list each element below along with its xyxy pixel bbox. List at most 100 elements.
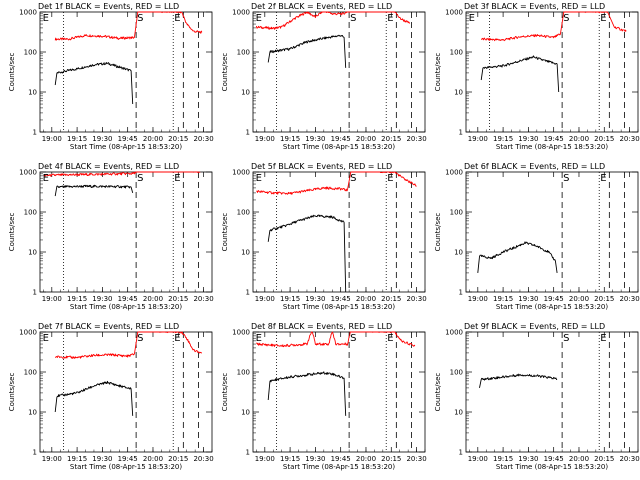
x-tick-label: 20:00 <box>356 135 376 143</box>
plot-frame <box>39 11 213 133</box>
chart-panel-8: Det 8f BLACK = Events, RED = LLD 1 10 100 10… <box>221 322 427 471</box>
event-marker-s: S <box>563 333 569 344</box>
x-tick-label: 19:45 <box>331 455 351 463</box>
x-tick-label: 20:00 <box>143 295 163 303</box>
y-tick-label: 10 <box>241 249 250 257</box>
y-tick-label: 1 <box>246 289 250 297</box>
x-axis-label: Start Time (08-Apr-15 18:53:20) <box>70 463 182 471</box>
y-tick-label: 1 <box>33 289 37 297</box>
x-axis-label: Start Time (08-Apr-15 18:53:20) <box>496 143 608 151</box>
event-marker-e: E <box>174 173 180 184</box>
event-marker-e: E <box>387 13 393 24</box>
panel-title: Det 3f BLACK = Events, RED = LLD <box>464 2 605 11</box>
y-axis-label: Counts/sec <box>8 373 16 412</box>
plot-frame <box>39 331 213 453</box>
event-marker-e: E <box>174 333 180 344</box>
event-marker-s: S <box>350 333 356 344</box>
lld-series-line <box>54 11 203 41</box>
y-tick-label: 1000 <box>445 9 463 17</box>
y-axis-label: Counts/sec <box>434 213 442 252</box>
x-tick-label: 19:00 <box>42 295 62 303</box>
x-tick-label: 20:15 <box>594 135 614 143</box>
y-tick-label: 1000 <box>232 329 250 337</box>
x-axis-label: Start Time (08-Apr-15 18:53:20) <box>70 303 182 311</box>
y-tick-label: 100 <box>24 209 37 217</box>
x-tick-label: 20:30 <box>619 295 639 303</box>
plot-frame <box>252 171 426 293</box>
x-tick-label: 19:45 <box>544 455 564 463</box>
x-tick-label: 19:45 <box>544 295 564 303</box>
y-tick-label: 1 <box>459 449 463 457</box>
event-marker-s: S <box>137 13 143 24</box>
panel-title: Det 8f BLACK = Events, RED = LLD <box>251 322 392 331</box>
panel-title: Det 1f BLACK = Events, RED = LLD <box>38 2 179 11</box>
y-tick-label: 10 <box>454 409 463 417</box>
x-tick-label: 19:15 <box>493 295 513 303</box>
x-tick-label: 20:00 <box>143 135 163 143</box>
x-tick-label: 19:00 <box>468 455 488 463</box>
x-tick-label: 19:00 <box>255 455 275 463</box>
x-tick-label: 19:15 <box>67 455 87 463</box>
x-tick-label: 20:30 <box>406 135 426 143</box>
y-tick-label: 1 <box>459 289 463 297</box>
y-axis-label: Counts/sec <box>8 213 16 252</box>
x-tick-label: 19:30 <box>92 455 112 463</box>
y-axis-label: Counts/sec <box>221 213 229 252</box>
event-marker-e: E <box>469 13 475 24</box>
events-series-line <box>267 34 347 68</box>
x-tick-label: 19:15 <box>280 295 300 303</box>
event-marker-e: E <box>256 333 262 344</box>
event-marker-e: E <box>256 173 262 184</box>
x-tick-label: 20:00 <box>143 455 163 463</box>
x-tick-label: 19:15 <box>280 135 300 143</box>
y-tick-label: 1000 <box>445 329 463 337</box>
x-tick-label: 19:30 <box>518 135 538 143</box>
y-tick-label: 10 <box>28 89 37 97</box>
event-marker-e: E <box>600 173 606 184</box>
x-tick-label: 19:00 <box>42 455 62 463</box>
x-tick-label: 19:15 <box>67 135 87 143</box>
y-axis-label: Counts/sec <box>221 373 229 412</box>
x-tick-label: 20:30 <box>619 455 639 463</box>
event-marker-e: E <box>43 333 49 344</box>
x-tick-label: 19:30 <box>518 295 538 303</box>
y-tick-label: 10 <box>454 249 463 257</box>
chart-panel-2: Det 2f BLACK = Events, RED = LLD 1 10 100 10… <box>221 2 427 151</box>
y-axis-label: Counts/sec <box>8 53 16 92</box>
x-axis-label: Start Time (08-Apr-15 18:53:20) <box>283 303 395 311</box>
plot-frame <box>465 11 639 133</box>
y-tick-label: 1000 <box>445 169 463 177</box>
events-series-line <box>54 184 134 197</box>
x-tick-label: 19:15 <box>493 135 513 143</box>
x-tick-label: 20:00 <box>569 455 589 463</box>
x-tick-label: 19:30 <box>305 455 325 463</box>
x-axis-label: Start Time (08-Apr-15 18:53:20) <box>70 143 182 151</box>
panel-title: Det 5f BLACK = Events, RED = LLD <box>251 162 392 171</box>
x-tick-label: 19:30 <box>518 455 538 463</box>
y-tick-label: 100 <box>237 209 250 217</box>
lld-series-line <box>256 171 417 195</box>
chart-panel-9: Det 9f BLACK = Events, RED = LLD 1 10 100 10… <box>434 322 640 471</box>
x-axis-label: Start Time (08-Apr-15 18:53:20) <box>496 463 608 471</box>
events-series-line <box>479 373 558 388</box>
x-tick-label: 20:00 <box>356 295 376 303</box>
y-tick-label: 1000 <box>19 9 37 17</box>
x-tick-label: 20:30 <box>193 455 213 463</box>
x-tick-label: 20:15 <box>381 295 401 303</box>
x-tick-label: 19:15 <box>280 455 300 463</box>
y-tick-label: 1 <box>246 129 250 137</box>
x-tick-label: 19:00 <box>468 135 488 143</box>
y-tick-label: 1 <box>459 129 463 137</box>
y-tick-label: 1000 <box>19 169 37 177</box>
panel-title: Det 9f BLACK = Events, RED = LLD <box>464 322 605 331</box>
x-tick-label: 19:00 <box>255 295 275 303</box>
panel-title: Det 2f BLACK = Events, RED = LLD <box>251 2 392 11</box>
x-tick-label: 20:30 <box>193 135 213 143</box>
x-tick-label: 20:15 <box>594 295 614 303</box>
panel-title: Det 6f BLACK = Events, RED = LLD <box>464 162 605 171</box>
x-tick-label: 19:45 <box>331 135 351 143</box>
events-series-line <box>267 371 347 416</box>
x-tick-label: 20:15 <box>381 455 401 463</box>
